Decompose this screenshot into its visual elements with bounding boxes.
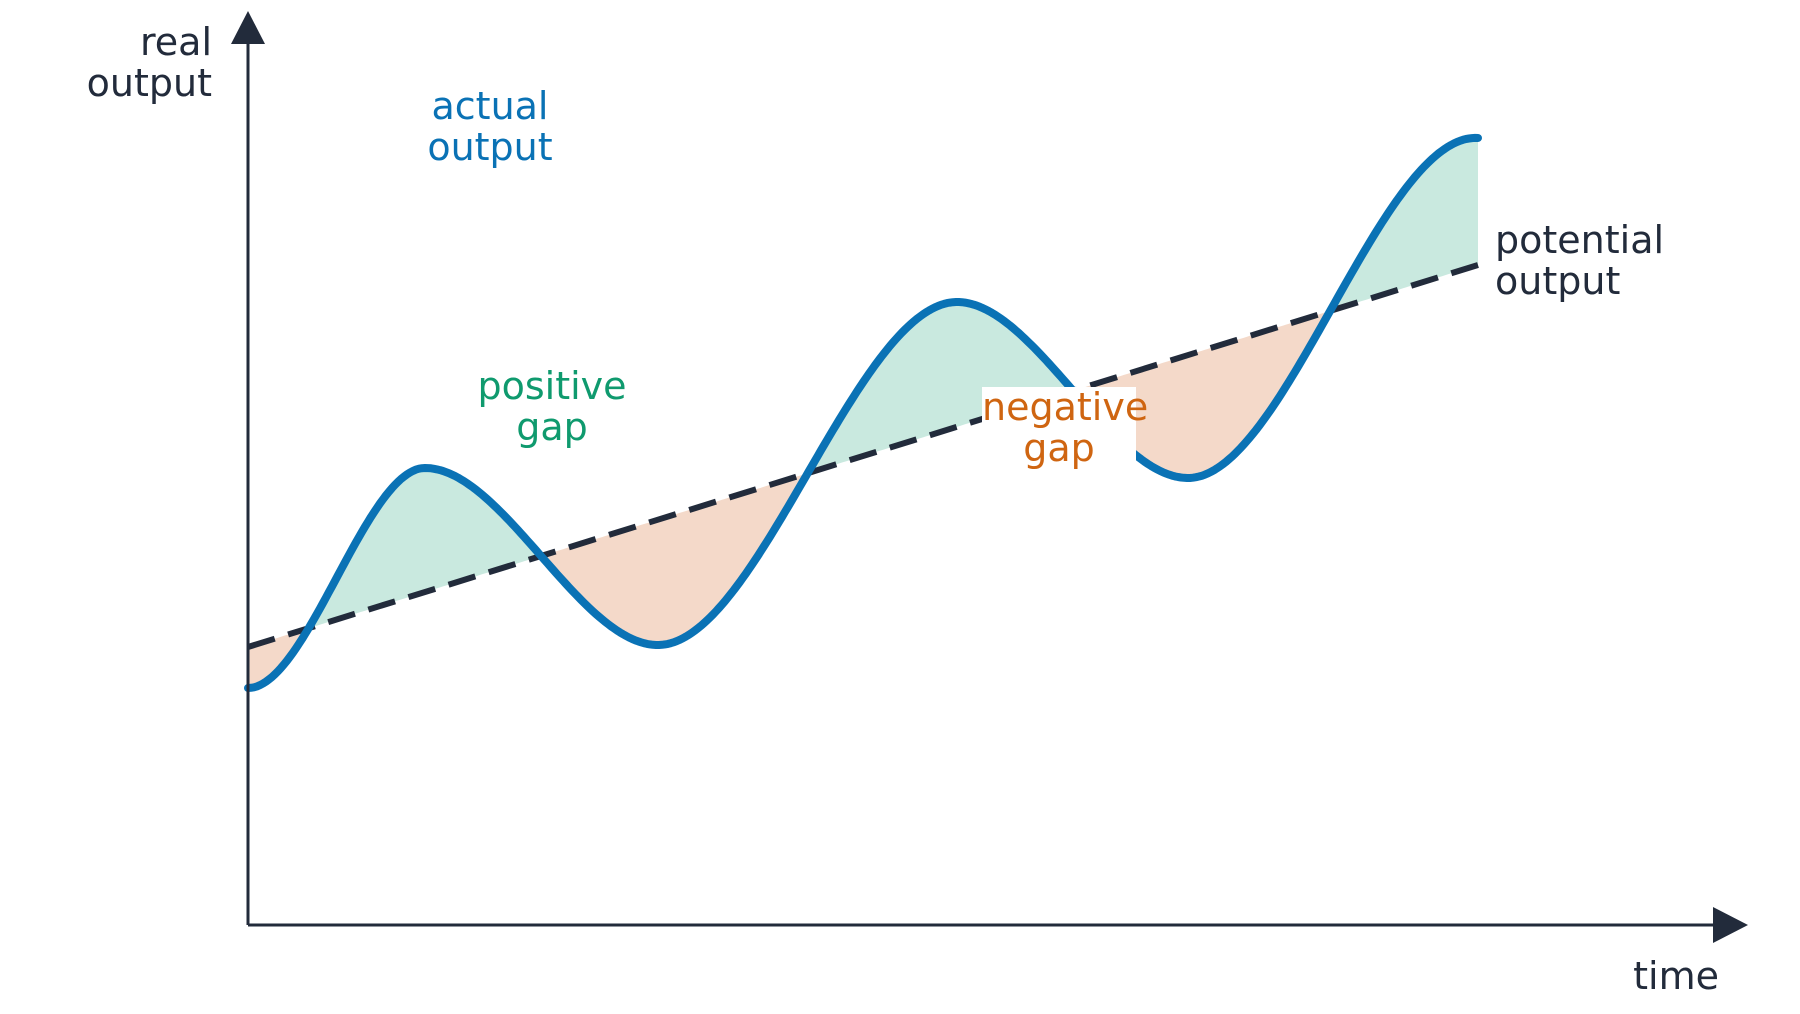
actual-output-line [244,133,1482,692]
potential-output-label: potential output [1495,220,1664,302]
gap-fills [248,137,1478,688]
y-axis-label: real output [60,22,212,104]
negative-gap-label-line-1: negative [982,385,1149,429]
potential-output-label-line-2: output [1495,259,1621,303]
y-axis-label-line-2: output [86,61,212,105]
x-axis-arrowhead [1713,907,1748,943]
y-axis-arrowhead [231,11,265,44]
y-axis-label-line-1: real [139,20,212,64]
negative-gap-region-4 [1073,310,1331,478]
positive-gap-label-line-1: positive [477,364,627,408]
actual-output-label: actual output [380,86,600,168]
positive-gap-region-5 [1330,137,1478,311]
negative-gap-region-2 [541,473,808,645]
positive-gap-region-3 [807,302,1074,474]
actual-output-label-line-1: actual [431,84,549,128]
x-axis-label: time [1560,956,1719,997]
positive-gap-region-1 [308,468,542,629]
potential-output-line [247,262,1479,650]
actual-output-label-line-2: output [427,125,553,169]
x-axis-label-text: time [1633,954,1719,998]
potential-output-label-line-1: potential [1495,218,1665,262]
negative-gap-label-line-2: gap [1023,426,1095,470]
positive-gap-label-line-2: gap [516,405,588,449]
negative-gap-label: negative gap [982,385,1149,470]
positive-gap-label: positive gap [440,366,664,448]
